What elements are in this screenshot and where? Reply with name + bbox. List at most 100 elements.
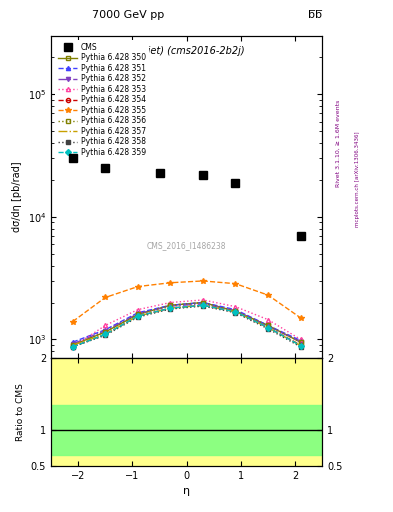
Line: Pythia 6.428 354: Pythia 6.428 354 [71, 303, 303, 349]
Pythia 6.428 358 [103, 332, 108, 338]
CMS [298, 233, 303, 239]
Pythia 6.428 353 [266, 316, 270, 323]
Pythia 6.428 352 [233, 308, 238, 314]
Pythia 6.428 355 [233, 281, 238, 287]
Pythia 6.428 350 [200, 300, 205, 306]
Pythia 6.428 352 [200, 301, 205, 307]
Bar [51, 405, 322, 455]
Pythia 6.428 358 [200, 303, 205, 309]
Text: CMS_2016_I1486238: CMS_2016_I1486238 [147, 241, 226, 250]
Pythia 6.428 356 [136, 311, 140, 317]
Line: Pythia 6.428 358: Pythia 6.428 358 [71, 304, 303, 349]
CMS [70, 155, 75, 161]
Pythia 6.428 357 [266, 325, 270, 331]
Legend: CMS, Pythia 6.428 350, Pythia 6.428 351, Pythia 6.428 352, Pythia 6.428 353, Pyt: CMS, Pythia 6.428 350, Pythia 6.428 351,… [55, 39, 149, 160]
Pythia 6.428 359 [200, 302, 205, 308]
Pythia 6.428 357 [168, 305, 173, 311]
Pythia 6.428 357 [103, 331, 108, 337]
Pythia 6.428 357 [233, 309, 238, 315]
Pythia 6.428 351 [266, 323, 270, 329]
Line: Pythia 6.428 357: Pythia 6.428 357 [73, 305, 301, 346]
Pythia 6.428 359 [298, 343, 303, 349]
Pythia 6.428 356 [103, 329, 108, 335]
Pythia 6.428 352 [136, 311, 140, 317]
Pythia 6.428 357 [200, 302, 205, 308]
Pythia 6.428 352 [103, 328, 108, 334]
CMS [103, 165, 108, 171]
Pythia 6.428 355 [200, 278, 205, 284]
Pythia 6.428 356 [70, 342, 75, 348]
Pythia 6.428 353 [233, 304, 238, 310]
Line: Pythia 6.428 352: Pythia 6.428 352 [71, 302, 303, 346]
X-axis label: η: η [183, 486, 190, 496]
Pythia 6.428 353 [70, 344, 75, 350]
Pythia 6.428 359 [266, 325, 270, 331]
Pythia 6.428 358 [168, 306, 173, 312]
CMS [233, 180, 238, 186]
Pythia 6.428 352 [70, 341, 75, 347]
Text: 7000 GeV pp: 7000 GeV pp [92, 10, 164, 20]
Pythia 6.428 351 [168, 302, 173, 308]
Pythia 6.428 355 [136, 284, 140, 290]
Pythia 6.428 354 [70, 344, 75, 350]
Line: Pythia 6.428 356: Pythia 6.428 356 [71, 301, 303, 347]
Line: CMS: CMS [69, 154, 305, 240]
Pythia 6.428 353 [168, 300, 173, 306]
Pythia 6.428 351 [200, 300, 205, 306]
Pythia 6.428 359 [168, 305, 173, 311]
Pythia 6.428 353 [103, 323, 108, 329]
Pythia 6.428 351 [298, 337, 303, 344]
Pythia 6.428 354 [298, 342, 303, 348]
Pythia 6.428 358 [233, 310, 238, 316]
Pythia 6.428 356 [168, 302, 173, 308]
Pythia 6.428 351 [233, 307, 238, 313]
Pythia 6.428 355 [168, 280, 173, 286]
Pythia 6.428 355 [298, 315, 303, 321]
Pythia 6.428 353 [298, 336, 303, 343]
Text: b̅b̅: b̅b̅ [308, 10, 322, 20]
Pythia 6.428 350 [266, 323, 270, 329]
Pythia 6.428 358 [298, 344, 303, 350]
Pythia 6.428 354 [233, 309, 238, 315]
Pythia 6.428 354 [136, 313, 140, 319]
Pythia 6.428 352 [266, 323, 270, 329]
Pythia 6.428 356 [233, 308, 238, 314]
Pythia 6.428 354 [266, 325, 270, 331]
Pythia 6.428 351 [136, 310, 140, 316]
Pythia 6.428 350 [136, 311, 140, 317]
Text: Rivet 3.1.10, ≥ 1.6M events: Rivet 3.1.10, ≥ 1.6M events [336, 100, 340, 187]
Pythia 6.428 358 [70, 344, 75, 350]
Pythia 6.428 354 [103, 331, 108, 337]
Pythia 6.428 353 [200, 297, 205, 303]
Pythia 6.428 355 [70, 318, 75, 325]
Pythia 6.428 350 [168, 302, 173, 308]
Bar [51, 358, 322, 466]
Pythia 6.428 353 [136, 307, 140, 313]
Pythia 6.428 359 [136, 313, 140, 319]
CMS [200, 172, 205, 178]
Pythia 6.428 359 [103, 331, 108, 337]
Pythia 6.428 355 [266, 292, 270, 298]
Pythia 6.428 350 [233, 308, 238, 314]
Pythia 6.428 357 [298, 343, 303, 349]
Pythia 6.428 355 [103, 294, 108, 301]
Line: Pythia 6.428 359: Pythia 6.428 359 [71, 303, 303, 349]
Pythia 6.428 351 [103, 327, 108, 333]
Pythia 6.428 354 [168, 305, 173, 311]
Pythia 6.428 351 [70, 339, 75, 345]
Pythia 6.428 357 [136, 313, 140, 319]
Line: Pythia 6.428 353: Pythia 6.428 353 [71, 298, 303, 349]
Text: mcplots.cern.ch [arXiv:1306.3436]: mcplots.cern.ch [arXiv:1306.3436] [355, 132, 360, 227]
Pythia 6.428 358 [136, 314, 140, 320]
Pythia 6.428 352 [298, 338, 303, 345]
Pythia 6.428 359 [233, 309, 238, 315]
Line: Pythia 6.428 355: Pythia 6.428 355 [70, 278, 303, 324]
Text: η(b-jet) (cms2016-2b2j): η(b-jet) (cms2016-2b2j) [129, 46, 245, 55]
Line: Pythia 6.428 351: Pythia 6.428 351 [71, 301, 303, 344]
Pythia 6.428 357 [70, 342, 75, 348]
Pythia 6.428 352 [168, 303, 173, 309]
Pythia 6.428 356 [200, 300, 205, 306]
Y-axis label: dσ/dη [pb/rad]: dσ/dη [pb/rad] [12, 162, 22, 232]
Pythia 6.428 354 [200, 302, 205, 308]
CMS [157, 169, 162, 176]
